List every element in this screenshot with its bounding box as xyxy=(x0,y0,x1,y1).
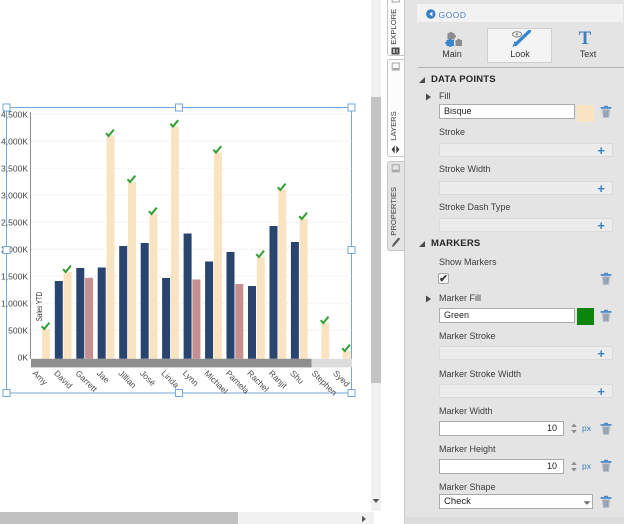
svg-text:Lynn: Lynn xyxy=(181,368,201,388)
svg-text:PROPERTIES: PROPERTIES xyxy=(389,187,398,236)
svg-text:Jae: Jae xyxy=(95,368,112,385)
svg-text:500K: 500K xyxy=(8,325,28,335)
svg-text:Jillian: Jillian xyxy=(116,368,138,390)
svg-text:Linda: Linda xyxy=(159,368,181,390)
svg-text:Shu: Shu xyxy=(288,368,306,386)
svg-text:Garrett: Garrett xyxy=(74,368,100,394)
svg-text:2,500K: 2,500K xyxy=(1,217,28,227)
svg-text:3,000K: 3,000K xyxy=(1,190,28,200)
svg-text:David: David xyxy=(52,368,75,391)
svg-text:2,000K: 2,000K xyxy=(1,244,28,254)
svg-text:0K: 0K xyxy=(18,352,29,362)
svg-text:1,500K: 1,500K xyxy=(1,271,28,281)
svg-text:LAYERS: LAYERS xyxy=(389,111,398,140)
svg-text:4,500K: 4,500K xyxy=(1,109,28,119)
svg-text:3,500K: 3,500K xyxy=(1,163,28,173)
svg-text:Amy: Amy xyxy=(31,368,51,388)
svg-text:4,000K: 4,000K xyxy=(1,136,28,146)
svg-text:1,000K: 1,000K xyxy=(1,298,28,308)
svg-text:EXPLORE: EXPLORE xyxy=(389,9,398,45)
svg-text:José: José xyxy=(138,368,158,388)
svg-text:Sales YTD: Sales YTD xyxy=(35,291,44,321)
